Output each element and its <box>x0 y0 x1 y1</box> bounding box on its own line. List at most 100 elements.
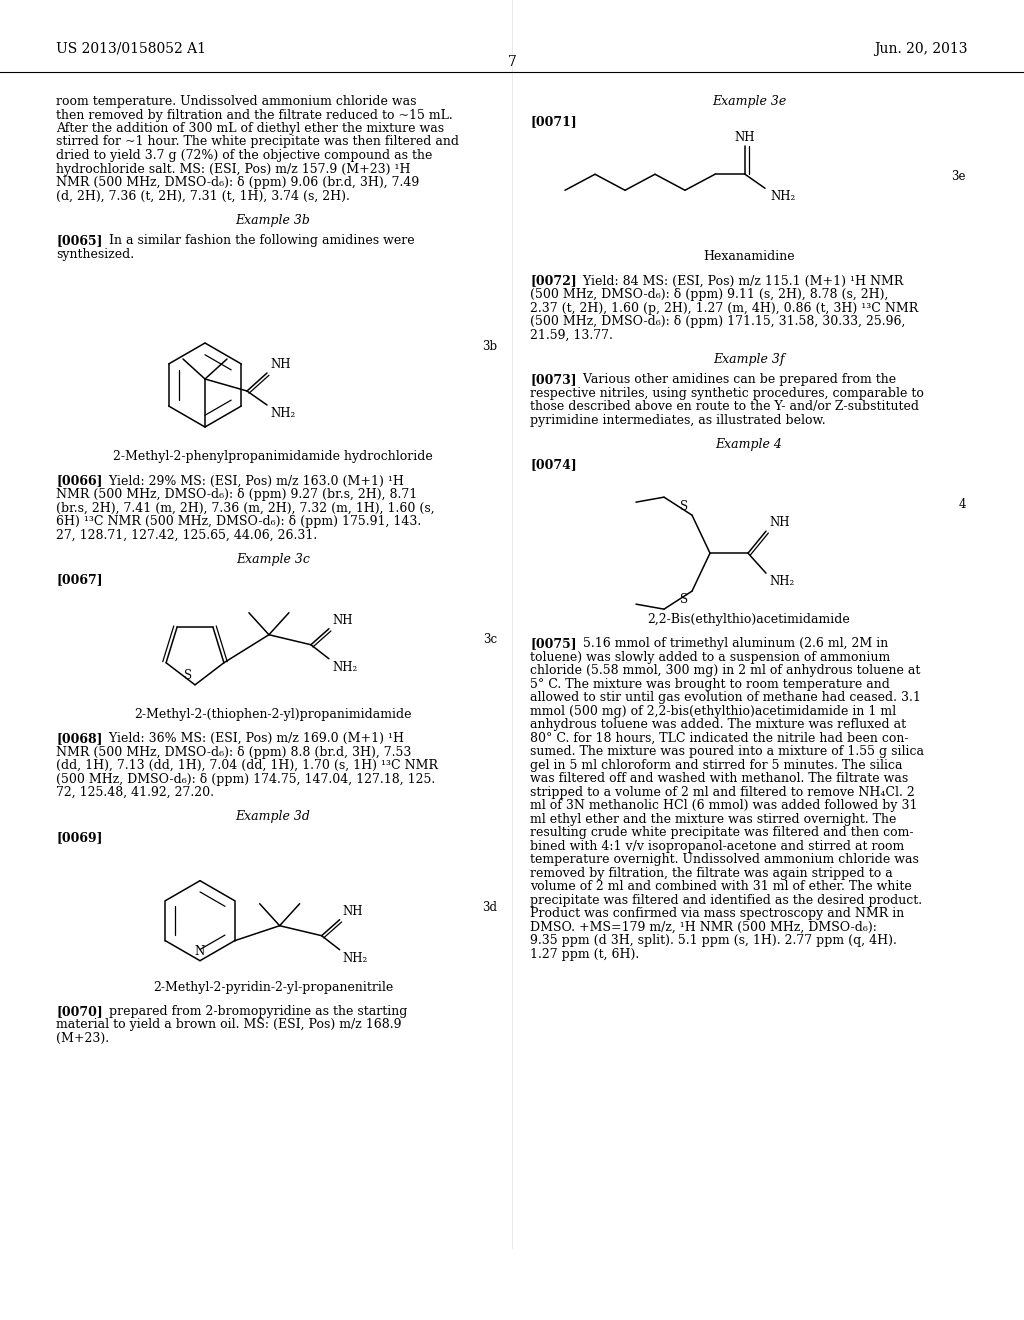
Text: NH: NH <box>735 131 756 144</box>
Text: Example 3c: Example 3c <box>237 553 310 565</box>
Text: volume of 2 ml and combined with 31 ml of ether. The white: volume of 2 ml and combined with 31 ml o… <box>530 880 911 894</box>
Text: NH: NH <box>769 516 790 529</box>
Text: then removed by filtration and the filtrate reduced to ~15 mL.: then removed by filtration and the filtr… <box>56 108 453 121</box>
Text: dried to yield 3.7 g (72%) of the objective compound as the: dried to yield 3.7 g (72%) of the object… <box>56 149 432 162</box>
Text: NH₂: NH₂ <box>769 576 795 589</box>
Text: 3b: 3b <box>482 341 497 352</box>
Text: 27, 128.71, 127.42, 125.65, 44.06, 26.31.: 27, 128.71, 127.42, 125.65, 44.06, 26.31… <box>56 528 317 541</box>
Text: 3c: 3c <box>483 632 497 645</box>
Text: S: S <box>680 593 688 606</box>
Text: (br.s, 2H), 7.41 (m, 2H), 7.36 (m, 2H), 7.32 (m, 1H), 1.60 (s,: (br.s, 2H), 7.41 (m, 2H), 7.36 (m, 2H), … <box>56 502 434 515</box>
Text: 2-Methyl-2-pyridin-2-yl-propanenitrile: 2-Methyl-2-pyridin-2-yl-propanenitrile <box>153 981 393 994</box>
Text: prepared from 2-bromopyridine as the starting: prepared from 2-bromopyridine as the sta… <box>101 1005 408 1018</box>
Text: NH₂: NH₂ <box>343 952 368 965</box>
Text: 5.16 mmol of trimethyl aluminum (2.6 ml, 2M in: 5.16 mmol of trimethyl aluminum (2.6 ml,… <box>575 638 888 651</box>
Text: [0070]: [0070] <box>56 1005 102 1018</box>
Text: allowed to stir until gas evolution of methane had ceased. 3.1: allowed to stir until gas evolution of m… <box>530 692 921 705</box>
Text: NH: NH <box>332 614 352 627</box>
Text: gel in 5 ml chloroform and stirred for 5 minutes. The silica: gel in 5 ml chloroform and stirred for 5… <box>530 759 902 772</box>
Text: [0074]: [0074] <box>530 458 577 471</box>
Text: [0073]: [0073] <box>530 374 577 385</box>
Text: (dd, 1H), 7.13 (dd, 1H), 7.04 (dd, 1H), 1.70 (s, 1H) ¹³C NMR: (dd, 1H), 7.13 (dd, 1H), 7.04 (dd, 1H), … <box>56 759 438 772</box>
Text: Example 3e: Example 3e <box>712 95 786 108</box>
Text: [0065]: [0065] <box>56 234 102 247</box>
Text: (d, 2H), 7.36 (t, 2H), 7.31 (t, 1H), 3.74 (s, 2H).: (d, 2H), 7.36 (t, 2H), 7.31 (t, 1H), 3.7… <box>56 190 350 202</box>
Text: was filtered off and washed with methanol. The filtrate was: was filtered off and washed with methano… <box>530 772 908 785</box>
Text: NMR (500 MHz, DMSO-d₆): δ (ppm) 9.27 (br.s, 2H), 8.71: NMR (500 MHz, DMSO-d₆): δ (ppm) 9.27 (br… <box>56 488 417 500</box>
Text: Jun. 20, 2013: Jun. 20, 2013 <box>874 42 968 55</box>
Text: Various other amidines can be prepared from the: Various other amidines can be prepared f… <box>575 374 896 385</box>
Text: [0072]: [0072] <box>530 275 577 288</box>
Text: toluene) was slowly added to a suspension of ammonium: toluene) was slowly added to a suspensio… <box>530 651 890 664</box>
Text: Example 3d: Example 3d <box>236 810 310 824</box>
Text: stirred for ~1 hour. The white precipitate was then filtered and: stirred for ~1 hour. The white precipita… <box>56 136 459 149</box>
Text: NH₂: NH₂ <box>770 190 796 203</box>
Text: hydrochloride salt. MS: (ESI, Pos) m/z 157.9 (M+23) ¹H: hydrochloride salt. MS: (ESI, Pos) m/z 1… <box>56 162 411 176</box>
Text: Hexanamidine: Hexanamidine <box>703 251 795 263</box>
Text: Product was confirmed via mass spectroscopy and NMR in: Product was confirmed via mass spectrosc… <box>530 907 904 920</box>
Text: NH: NH <box>343 904 364 917</box>
Text: 1.27 ppm (t, 6H).: 1.27 ppm (t, 6H). <box>530 948 639 961</box>
Text: NMR (500 MHz, DMSO-d₆): δ (ppm) 8.8 (br.d, 3H), 7.53: NMR (500 MHz, DMSO-d₆): δ (ppm) 8.8 (br.… <box>56 746 412 759</box>
Text: precipitate was filtered and identified as the desired product.: precipitate was filtered and identified … <box>530 894 923 907</box>
Text: NMR (500 MHz, DMSO-d₆): δ (ppm) 9.06 (br.d, 3H), 7.49: NMR (500 MHz, DMSO-d₆): δ (ppm) 9.06 (br… <box>56 176 419 189</box>
Text: After the addition of 300 mL of diethyl ether the mixture was: After the addition of 300 mL of diethyl … <box>56 121 444 135</box>
Text: NH₂: NH₂ <box>332 661 357 673</box>
Text: stripped to a volume of 2 ml and filtered to remove NH₄Cl. 2: stripped to a volume of 2 ml and filtere… <box>530 785 914 799</box>
Text: material to yield a brown oil. MS: (ESI, Pos) m/z 168.9: material to yield a brown oil. MS: (ESI,… <box>56 1019 401 1031</box>
Text: In a similar fashion the following amidines were: In a similar fashion the following amidi… <box>101 234 415 247</box>
Text: 3e: 3e <box>951 170 966 183</box>
Text: NH₂: NH₂ <box>270 407 295 420</box>
Text: [0066]: [0066] <box>56 474 102 487</box>
Text: 2-Methyl-2-(thiophen-2-yl)propanimidamide: 2-Methyl-2-(thiophen-2-yl)propanimidamid… <box>134 708 412 721</box>
Text: anhydrous toluene was added. The mixture was refluxed at: anhydrous toluene was added. The mixture… <box>530 718 906 731</box>
Text: respective nitriles, using synthetic procedures, comparable to: respective nitriles, using synthetic pro… <box>530 387 924 400</box>
Text: 2.37 (t, 2H), 1.60 (p, 2H), 1.27 (m, 4H), 0.86 (t, 3H) ¹³C NMR: 2.37 (t, 2H), 1.60 (p, 2H), 1.27 (m, 4H)… <box>530 301 919 314</box>
Text: (500 MHz, DMSO-d₆): δ (ppm) 9.11 (s, 2H), 8.78 (s, 2H),: (500 MHz, DMSO-d₆): δ (ppm) 9.11 (s, 2H)… <box>530 288 889 301</box>
Text: resulting crude white precipitate was filtered and then com-: resulting crude white precipitate was fi… <box>530 826 913 840</box>
Text: US 2013/0158052 A1: US 2013/0158052 A1 <box>56 42 206 55</box>
Text: (500 MHz, DMSO-d₆): δ (ppm) 174.75, 147.04, 127.18, 125.: (500 MHz, DMSO-d₆): δ (ppm) 174.75, 147.… <box>56 772 435 785</box>
Text: S: S <box>184 669 193 682</box>
Text: 7: 7 <box>508 55 516 69</box>
Text: 9.35 ppm (d 3H, split). 5.1 ppm (s, 1H). 2.77 ppm (q, 4H).: 9.35 ppm (d 3H, split). 5.1 ppm (s, 1H).… <box>530 935 897 948</box>
Text: 80° C. for 18 hours, TLC indicated the nitrile had been con-: 80° C. for 18 hours, TLC indicated the n… <box>530 733 908 744</box>
Text: temperature overnight. Undissolved ammonium chloride was: temperature overnight. Undissolved ammon… <box>530 854 919 866</box>
Text: [0068]: [0068] <box>56 733 102 746</box>
Text: sumed. The mixture was poured into a mixture of 1.55 g silica: sumed. The mixture was poured into a mix… <box>530 746 924 759</box>
Text: Yield: 84 MS: (ESI, Pos) m/z 115.1 (M+1) ¹H NMR: Yield: 84 MS: (ESI, Pos) m/z 115.1 (M+1)… <box>575 275 903 288</box>
Text: [0067]: [0067] <box>56 573 102 586</box>
Text: chloride (5.58 mmol, 300 mg) in 2 ml of anhydrous toluene at: chloride (5.58 mmol, 300 mg) in 2 ml of … <box>530 664 921 677</box>
Text: Example 4: Example 4 <box>716 438 782 451</box>
Text: [0075]: [0075] <box>530 638 577 651</box>
Text: Example 3b: Example 3b <box>236 214 310 227</box>
Text: 72, 125.48, 41.92, 27.20.: 72, 125.48, 41.92, 27.20. <box>56 787 214 799</box>
Text: bined with 4:1 v/v isopropanol-acetone and stirred at room: bined with 4:1 v/v isopropanol-acetone a… <box>530 840 904 853</box>
Text: (500 MHz, DMSO-d₆): δ (ppm) 171.15, 31.58, 30.33, 25.96,: (500 MHz, DMSO-d₆): δ (ppm) 171.15, 31.5… <box>530 315 905 329</box>
Text: 2-Methyl-2-phenylpropanimidamide hydrochloride: 2-Methyl-2-phenylpropanimidamide hydroch… <box>113 450 433 463</box>
Text: those described above en route to the Y- and/or Z-substituted: those described above en route to the Y-… <box>530 400 919 413</box>
Text: 2,2-Bis(ethylthio)acetimidamide: 2,2-Bis(ethylthio)acetimidamide <box>647 614 850 626</box>
Text: mmol (500 mg) of 2,2-bis(ethylthio)acetimidamide in 1 ml: mmol (500 mg) of 2,2-bis(ethylthio)aceti… <box>530 705 896 718</box>
Text: 21.59, 13.77.: 21.59, 13.77. <box>530 329 613 342</box>
Text: Example 3f: Example 3f <box>714 352 784 366</box>
Text: N: N <box>195 945 205 958</box>
Text: [0069]: [0069] <box>56 830 102 843</box>
Text: 4: 4 <box>958 498 966 511</box>
Text: removed by filtration, the filtrate was again stripped to a: removed by filtration, the filtrate was … <box>530 867 893 880</box>
Text: S: S <box>680 500 688 513</box>
Text: Yield: 29% MS: (ESI, Pos) m/z 163.0 (M+1) ¹H: Yield: 29% MS: (ESI, Pos) m/z 163.0 (M+1… <box>101 474 403 487</box>
Text: DMSO. +MS=179 m/z, ¹H NMR (500 MHz, DMSO-d₆):: DMSO. +MS=179 m/z, ¹H NMR (500 MHz, DMSO… <box>530 921 877 935</box>
Text: ml of 3N methanolic HCl (6 mmol) was added followed by 31: ml of 3N methanolic HCl (6 mmol) was add… <box>530 800 918 812</box>
Text: 3d: 3d <box>482 900 497 913</box>
Text: synthesized.: synthesized. <box>56 248 134 260</box>
Text: room temperature. Undissolved ammonium chloride was: room temperature. Undissolved ammonium c… <box>56 95 417 108</box>
Text: 6H) ¹³C NMR (500 MHz, DMSO-d₆): δ (ppm) 175.91, 143.: 6H) ¹³C NMR (500 MHz, DMSO-d₆): δ (ppm) … <box>56 515 421 528</box>
Text: ml ethyl ether and the mixture was stirred overnight. The: ml ethyl ether and the mixture was stirr… <box>530 813 896 826</box>
Text: [0071]: [0071] <box>530 115 577 128</box>
Text: (M+23).: (M+23). <box>56 1032 110 1045</box>
Text: Yield: 36% MS: (ESI, Pos) m/z 169.0 (M+1) ¹H: Yield: 36% MS: (ESI, Pos) m/z 169.0 (M+1… <box>101 733 404 746</box>
Text: pyrimidine intermediates, as illustrated below.: pyrimidine intermediates, as illustrated… <box>530 413 825 426</box>
Text: 5° C. The mixture was brought to room temperature and: 5° C. The mixture was brought to room te… <box>530 678 890 690</box>
Text: NH: NH <box>270 358 291 371</box>
